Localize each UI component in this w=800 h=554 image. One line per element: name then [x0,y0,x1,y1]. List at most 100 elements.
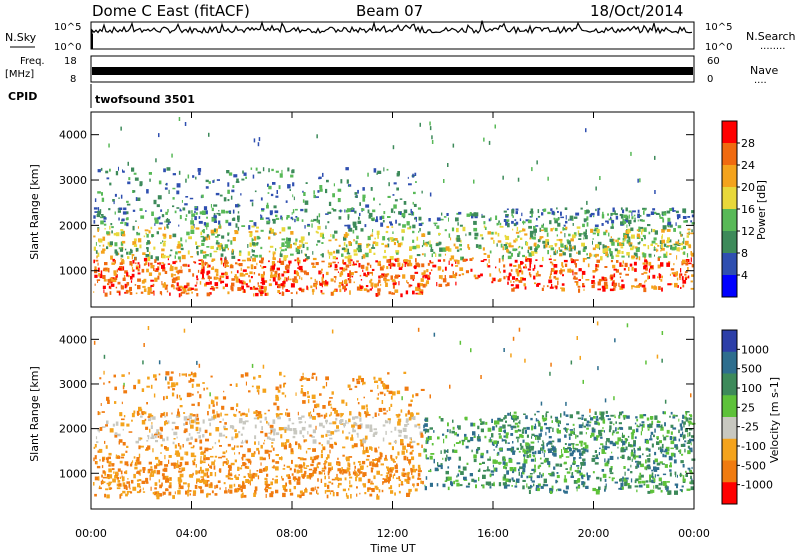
power-point [272,218,276,221]
power-point [429,244,433,248]
power-point [625,273,629,276]
velocity-point [300,468,303,473]
velocity-point [395,469,399,473]
velocity-point [314,486,316,491]
power-point [438,233,441,235]
power-point [419,122,421,127]
velocity-point [445,435,448,439]
velocity-point [515,480,520,483]
power-point [194,261,197,264]
power-point [372,244,374,248]
power-point [304,200,309,205]
power-point [295,238,298,242]
power-point [184,122,187,126]
velocity-point [553,452,557,457]
power-point [166,290,169,293]
power-point [274,232,277,235]
velocity-point [178,467,181,470]
velocity-point [596,437,599,440]
power-point [347,278,350,281]
power-point [560,268,562,271]
velocity-point [218,439,220,443]
velocity-point [527,486,532,490]
power-point [578,279,581,281]
velocity-point [660,481,663,486]
velocity-point [214,493,218,496]
power-point [370,264,372,268]
power-point [269,245,274,248]
velocity-point [128,372,130,375]
velocity-point [475,484,477,489]
velocity-point [285,412,287,416]
velocity-point [209,465,212,468]
velocity-point [514,429,518,433]
power-point [278,185,281,190]
power-point [320,283,323,286]
velocity-point [108,464,111,467]
power-point [295,247,300,252]
velocity-point [106,420,109,424]
power-point [276,190,278,194]
velocity-point [522,463,526,468]
power-point [176,282,179,287]
power-point [166,167,171,171]
velocity-point [417,327,420,332]
power-point [208,264,211,268]
velocity-point [572,449,576,453]
power-point [527,249,529,254]
power-point [226,262,228,267]
power-point [215,236,219,238]
velocity-point [266,420,268,424]
velocity-point [602,449,605,453]
power-point [278,273,281,278]
power-point [478,245,482,250]
velocity-point [174,453,177,456]
velocity-point [239,445,243,448]
velocity-point [548,448,552,453]
power-point [255,230,259,233]
velocity-point [504,458,506,462]
power-point [227,291,230,295]
velocity-point [653,485,655,489]
power-point [644,259,648,263]
velocity-point [683,434,686,439]
power-point [145,210,147,212]
power-point [545,243,548,248]
velocity-point [404,424,408,427]
power-point [399,198,403,200]
velocity-point [205,438,209,442]
power-point [408,213,411,216]
velocity-point [523,459,528,462]
velocity-point [664,454,667,458]
power-point [679,276,681,280]
power-point [605,220,609,223]
velocity-point [176,452,181,457]
power-point [243,172,247,176]
velocity-point [633,440,636,445]
velocity-point [284,442,287,446]
power-point [112,258,115,262]
power-point [301,249,303,254]
power-point [628,210,632,213]
power-point [391,292,394,295]
power-point [279,253,283,258]
power-point [572,246,575,249]
velocity-point [549,490,553,494]
power-point [120,231,124,235]
power-point [672,208,674,212]
power-point [160,242,162,244]
power-point [208,132,210,137]
velocity-point [331,478,336,481]
power-point [109,168,111,172]
velocity-point [301,426,306,431]
power-point [272,257,276,261]
velocity-point [651,443,654,448]
power-point [570,238,574,242]
velocity-point [577,469,579,473]
power-point [297,267,300,269]
power-point [427,262,430,266]
velocity-point [167,381,170,385]
velocity-point [134,462,136,465]
velocity-point [145,477,148,482]
power-point [534,282,537,285]
